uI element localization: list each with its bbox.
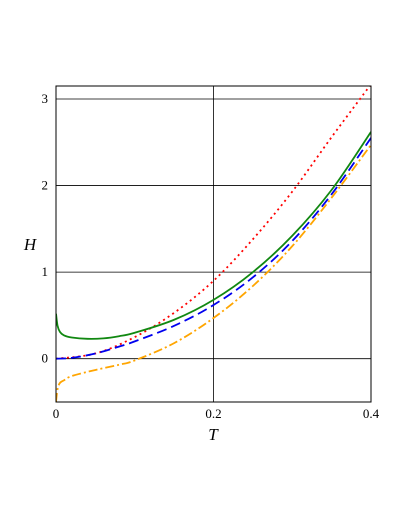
series-group [56, 86, 371, 402]
y-tick-label: 0 [42, 351, 49, 366]
y-tick-labels: 0 1 2 3 [42, 91, 49, 366]
series-line-solid [56, 131, 371, 340]
x-tick-label: 0 [53, 406, 60, 421]
series-line-dashed [56, 137, 371, 360]
x-tick-label: 0.4 [363, 406, 380, 421]
x-tick-label: 0.2 [205, 406, 221, 421]
y-tick-label: 3 [42, 91, 49, 106]
y-tick-label: 2 [42, 178, 49, 193]
x-axis-label: T [208, 425, 219, 444]
x-tick-labels: 0 0.2 0.4 [53, 406, 380, 421]
plot-frame [55, 85, 372, 403]
y-axis-label: H [23, 235, 38, 254]
series-line-dashdot [56, 144, 371, 402]
y-tick-label: 1 [42, 264, 49, 279]
series-line-dotted [56, 86, 371, 360]
